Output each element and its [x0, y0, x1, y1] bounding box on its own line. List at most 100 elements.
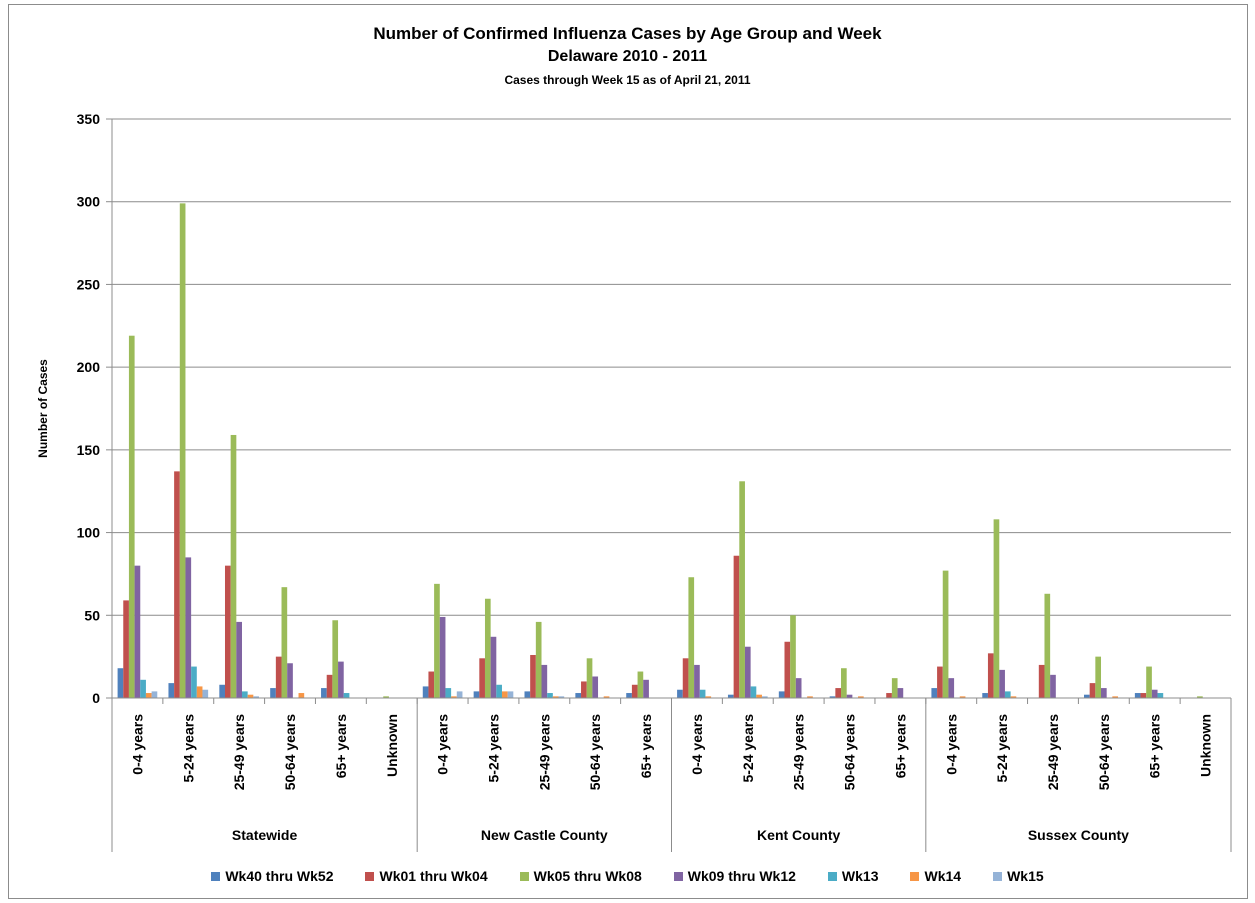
legend-swatch [993, 871, 1003, 881]
bar [807, 696, 813, 698]
bar [942, 570, 949, 698]
y-tick-label: 50 [84, 607, 100, 623]
bar [897, 688, 904, 698]
category-label: Unknown [1198, 714, 1214, 777]
category-label: 65+ years [638, 714, 654, 778]
bar [1084, 694, 1090, 698]
y-tick-label: 250 [77, 276, 101, 292]
bar [530, 654, 536, 698]
bar [982, 693, 988, 698]
bar [241, 691, 248, 698]
category-label: 25-49 years [231, 714, 247, 791]
bar [1140, 693, 1147, 698]
legend-label: Wk40 thru Wk52 [225, 868, 334, 884]
legend-label: Wk13 [841, 868, 879, 884]
legend-swatch [365, 871, 375, 881]
y-tick-label: 300 [77, 194, 101, 210]
bar [581, 681, 587, 698]
bar [434, 583, 440, 698]
legend-item: Wk05 thru Wk08 [519, 868, 642, 884]
bar [196, 686, 203, 698]
legend-swatch [519, 871, 529, 881]
legend: Wk40 thru Wk52 Wk01 thru Wk04 Wk05 thru Wk… [0, 868, 1255, 884]
bar [603, 696, 610, 698]
category-label: 50-64 years [282, 714, 298, 791]
bar [253, 696, 259, 698]
bar [1095, 656, 1102, 698]
bar [140, 679, 146, 698]
bar [490, 636, 497, 698]
bar [1157, 693, 1164, 698]
chart-frame [8, 4, 1248, 899]
category-label: 5-24 years [740, 714, 756, 783]
bar [338, 661, 344, 698]
bar [937, 666, 943, 698]
bar [1089, 683, 1096, 698]
bar [1151, 689, 1158, 698]
bar [270, 688, 276, 698]
bar [541, 664, 548, 698]
category-label: 0-4 years [943, 714, 959, 775]
legend-item: Wk40 thru Wk52 [211, 868, 333, 884]
bar [631, 684, 638, 698]
y-tick-label: 100 [77, 525, 101, 541]
bar [846, 694, 853, 698]
legend-item: Wk01 thru Wk04 [365, 868, 488, 884]
bar [230, 434, 237, 698]
bar [733, 555, 740, 698]
bar [784, 641, 791, 698]
bar [999, 669, 1005, 698]
legend-label: Wk01 thru Wk04 [379, 868, 488, 884]
bar [247, 694, 254, 698]
category-label: 5-24 years [180, 714, 196, 783]
group-label: Kent County [757, 827, 840, 843]
bar [428, 671, 435, 698]
bar [694, 664, 700, 698]
legend-label: Wk14 [924, 868, 962, 884]
category-label: 65+ years [333, 714, 349, 778]
bar [224, 565, 231, 698]
bar [705, 696, 712, 698]
bar [739, 481, 745, 698]
bar [326, 674, 333, 698]
bar [1010, 696, 1017, 698]
chart-note: Cases through Week 15 as of April 21, 20… [504, 73, 751, 87]
bar [987, 653, 994, 698]
chart-title: Number of Confirmed Influenza Cases by A… [373, 24, 882, 43]
bar [643, 679, 649, 698]
bar [451, 696, 457, 698]
bar [422, 686, 429, 698]
bar [586, 658, 593, 698]
bar [456, 691, 463, 698]
bar [151, 691, 158, 698]
bar [168, 683, 175, 698]
bar [1044, 593, 1051, 698]
bar [575, 693, 582, 698]
bar [891, 678, 898, 698]
category-label: 5-24 years [994, 714, 1010, 783]
bar [592, 676, 599, 698]
bar [185, 557, 192, 698]
group-label: Statewide [232, 827, 298, 843]
bar [236, 621, 242, 698]
bar [552, 696, 559, 698]
legend-label: Wk15 [1007, 868, 1044, 884]
bar [637, 671, 644, 698]
bar [1197, 696, 1203, 698]
category-label: 25-49 years [791, 714, 807, 791]
bar [321, 688, 327, 698]
bar [383, 696, 389, 698]
bar [886, 693, 892, 698]
bar [750, 686, 757, 698]
bar [343, 693, 350, 698]
y-tick-label: 150 [77, 442, 101, 458]
bar [744, 646, 751, 698]
category-label: 0-4 years [689, 714, 705, 775]
category-label: 50-64 years [1096, 714, 1112, 791]
bar [959, 696, 966, 698]
bar [688, 577, 695, 698]
category-label: 25-49 years [536, 714, 552, 791]
legend-swatch [910, 871, 920, 881]
y-tick-label: 0 [92, 690, 100, 706]
bar [281, 587, 288, 698]
